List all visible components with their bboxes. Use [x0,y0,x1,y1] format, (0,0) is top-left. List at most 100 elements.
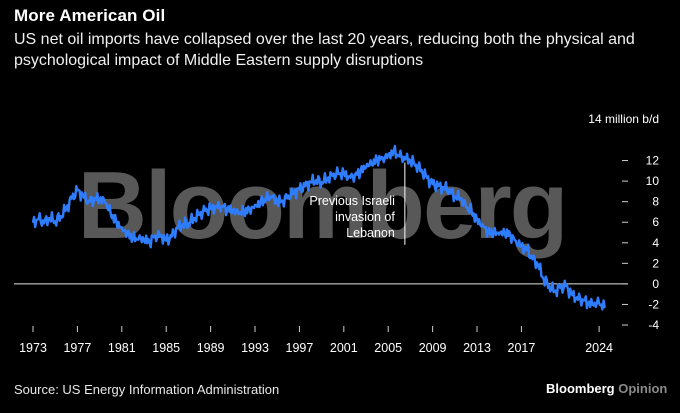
data-point [415,163,417,166]
data-point [254,203,256,206]
data-point [159,233,162,236]
data-point [587,302,589,305]
data-point [509,233,512,236]
data-point [76,189,79,192]
data-point [454,195,456,198]
data-point [492,232,495,235]
data-point [132,237,134,240]
data-point [209,208,212,210]
data-point [459,197,462,200]
data-point [581,298,584,301]
data-point [370,163,373,166]
data-point [98,198,101,201]
data-point [237,213,240,215]
data-point [48,217,51,219]
data-point [343,172,345,174]
data-point [337,173,340,175]
chart-subtitle: US net oil imports have collapsed over t… [14,31,635,69]
data-point [71,197,73,200]
data-point [548,285,550,287]
data-point [270,196,273,199]
x-tick-label: 2024 [585,341,613,355]
y-tick-label: 2 [652,256,659,270]
data-point [570,293,573,295]
data-point [398,155,401,158]
data-point [542,277,545,280]
data-point [315,179,317,181]
y-tick-label: 6 [652,215,659,229]
data-point [65,208,68,210]
data-point [487,230,489,233]
data-point [182,223,184,226]
y-tick-label: 0 [652,277,659,291]
source-note: Source: US Energy Information Administra… [14,382,280,397]
data-point [43,222,45,225]
x-tick-label: 1973 [19,341,47,355]
data-point [470,211,473,213]
data-point [359,171,362,173]
data-point [420,169,423,171]
x-tick-label: 1977 [63,341,91,355]
y-tick-label: 10 [646,174,660,188]
data-point [515,239,517,242]
brand-suffix: Opinion [618,381,668,396]
data-point [204,210,206,212]
data-point [520,244,523,246]
x-tick-label: 2013 [463,341,491,355]
data-point [409,159,412,162]
data-point [193,217,195,219]
x-tick-label: 2009 [419,341,447,355]
data-point [187,222,190,225]
data-point [54,220,57,222]
data-point [598,302,600,305]
data-point [248,208,251,210]
data-point [165,239,168,242]
data-point [565,285,567,287]
data-point [376,158,378,161]
annotation-label: Previous Israeli [309,194,394,208]
data-point [431,183,434,185]
annotation-label: Lebanon [346,226,395,240]
y-tick-label: 8 [652,195,659,209]
data-point [348,175,351,177]
data-point [559,287,562,289]
data-point [220,204,223,207]
data-point [121,226,123,229]
data-point [365,166,367,169]
annotation-label: invasion of [335,210,395,224]
data-point [526,249,528,251]
brand-name: Bloomberg [546,381,615,396]
data-point [154,234,156,237]
series-line-0 [31,144,606,311]
x-tick-label: 2005 [374,341,402,355]
data-point [331,175,334,177]
x-tick-label: 2017 [508,341,536,355]
y-tick-label: -2 [648,297,659,311]
x-tick-label: 1993 [241,341,269,355]
data-point [82,194,84,197]
x-tick-label: 1985 [152,341,180,355]
data-point [553,290,556,292]
data-point [387,153,390,156]
data-point [148,240,151,243]
data-point [87,199,90,202]
data-point [437,185,439,188]
data-point [226,208,229,210]
data-point [498,233,501,236]
data-point [232,211,234,213]
data-point [381,156,384,159]
x-tick-label: 1997 [286,341,314,355]
data-point [93,197,95,200]
data-point [481,223,484,226]
data-point [143,239,145,242]
data-point [320,181,323,183]
x-tick-label: 1989 [197,341,225,355]
data-point [298,188,301,191]
data-point [392,150,395,153]
data-point [104,201,106,204]
y-tick-label: 4 [652,236,659,250]
data-point [259,200,262,203]
data-point [404,158,406,161]
x-tick-label: 2001 [330,341,358,355]
data-point [592,304,595,307]
